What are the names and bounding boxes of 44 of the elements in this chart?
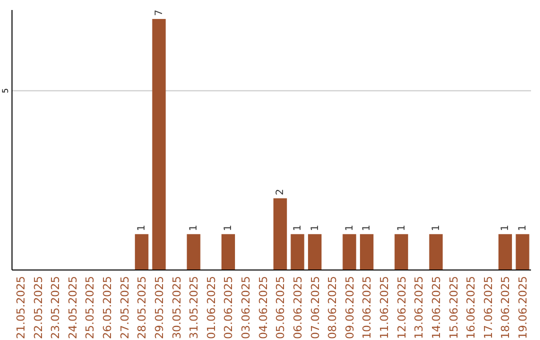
x-tick-label: 10.06.2025: [360, 276, 374, 339]
data-label: 1: [396, 224, 408, 232]
data-label: 1: [223, 224, 234, 232]
data-label: 1: [362, 224, 373, 232]
x-tick-label: 11.06.2025: [378, 276, 392, 339]
x-tick-label: 25.05.2025: [84, 276, 97, 339]
x-tick-label: 16.06.2025: [464, 276, 478, 339]
data-label: 1: [188, 224, 200, 232]
x-tick-label: 13.06.2025: [412, 276, 426, 339]
x-tick-label: 23.05.2025: [49, 276, 62, 339]
x-tick-label: 01.06.2025: [204, 276, 218, 339]
data-label: 1: [430, 224, 442, 232]
x-tick-label: 09.06.2025: [343, 276, 356, 339]
x-tick-label: 06.06.2025: [291, 276, 304, 339]
x-tick-label: 02.06.2025: [222, 276, 236, 339]
x-tick-label: 21.05.2025: [14, 276, 28, 339]
data-label: 1: [344, 224, 356, 232]
data-label: 7: [154, 10, 165, 16]
x-tick-label: 14.06.2025: [430, 276, 443, 339]
x-tick-label: 22.05.2025: [32, 276, 45, 339]
data-label: 1: [518, 224, 529, 232]
x-tick-label: 15.06.2025: [447, 276, 460, 339]
x-tick-label: 26.05.2025: [101, 276, 114, 339]
x-tick-label: 05.06.2025: [274, 276, 288, 339]
x-tick-label: 03.06.2025: [240, 276, 253, 339]
x-tick-label: 19.06.2025: [516, 276, 530, 339]
data-label: 1: [500, 224, 512, 232]
x-tick-label: 18.06.2025: [499, 276, 512, 339]
data-label: 1: [136, 224, 148, 232]
x-tick-label: 24.05.2025: [66, 276, 80, 339]
x-tick-label: 17.06.2025: [482, 276, 495, 339]
x-tick-label: 31.05.2025: [188, 276, 201, 339]
data-label: 1: [310, 224, 321, 232]
data-label: 1: [292, 224, 304, 232]
data-label: 2: [275, 188, 286, 196]
x-tick-label: 07.06.2025: [308, 276, 322, 339]
y-tick-label: 5: [1, 88, 10, 94]
x-tick-label: 12.06.2025: [395, 276, 408, 339]
x-tick-label: 30.05.2025: [170, 276, 184, 339]
x-tick-label: 08.06.2025: [326, 276, 340, 339]
x-tick-label: 27.05.2025: [118, 276, 132, 339]
x-tick-label: 29.05.2025: [152, 276, 166, 339]
x-tick-label: 28.05.2025: [136, 276, 149, 339]
x-tick-label: 04.06.2025: [256, 276, 270, 339]
